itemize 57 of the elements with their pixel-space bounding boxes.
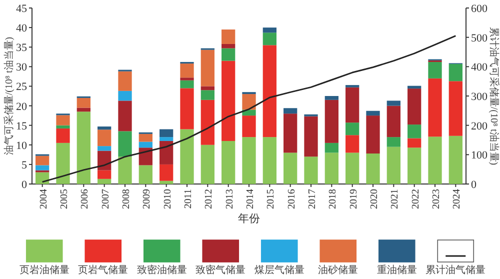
legend-label: 致密气储量 bbox=[196, 264, 246, 276]
y-tick-label: 5 bbox=[22, 159, 28, 172]
x-tick-label: 2024 bbox=[452, 189, 463, 209]
x-tick-label: 2009 bbox=[142, 189, 153, 209]
x-tick-label: 2007 bbox=[100, 189, 112, 209]
y2-tick-label: 100 bbox=[471, 150, 488, 162]
x-tick-label: 2011 bbox=[183, 189, 194, 209]
y-axis-title: 油气可采储量/(10⁸ t油当量) bbox=[3, 36, 15, 156]
x-tick-label: 2020 bbox=[369, 189, 380, 209]
y-tick-label: 15 bbox=[16, 120, 28, 132]
legend-label: 煤层气储量 bbox=[254, 264, 304, 276]
x-tick-label: 2008 bbox=[121, 189, 132, 209]
legend-item: 致密气储量 bbox=[196, 240, 246, 276]
y-tick-label: 20 bbox=[16, 100, 28, 113]
x-tick-label: 2006 bbox=[80, 189, 91, 209]
y-tick-label: 30 bbox=[16, 62, 28, 74]
y-tick-label: 45 bbox=[16, 3, 28, 15]
x-tick-label: 2014 bbox=[245, 189, 256, 209]
y-tick-label: 35 bbox=[16, 42, 28, 54]
x-tick-label: 2023 bbox=[431, 189, 442, 209]
y2-tick-label: 300 bbox=[471, 91, 488, 103]
y2-axis-title: 累计油气可采储量/(10⁸ t油当量) bbox=[488, 26, 500, 166]
x-tick-label: 2016 bbox=[286, 189, 298, 209]
x-tick-label: 2012 bbox=[204, 189, 215, 209]
y2-tick-label: 200 bbox=[471, 120, 488, 132]
legend-label: 页岩气储量 bbox=[78, 264, 128, 276]
x-tick-label: 2022 bbox=[410, 189, 422, 209]
x-tick-label: 2010 bbox=[162, 189, 174, 209]
y2-tick-label: 0 bbox=[471, 179, 477, 191]
legend-item: 重油储量 bbox=[376, 240, 417, 276]
y-tick-label: 25 bbox=[16, 81, 28, 94]
legend-item: 致密油储量 bbox=[136, 240, 187, 276]
x-tick-label: 2005 bbox=[59, 189, 70, 209]
legend-label: 页岩油储量 bbox=[19, 264, 70, 276]
legend-item: 煤层气储量 bbox=[254, 240, 304, 276]
y-tick-label: 0 bbox=[22, 179, 28, 191]
y-tick-label: 40 bbox=[16, 22, 28, 35]
y2-tick-label: 400 bbox=[471, 62, 488, 74]
x-tick-label: 2013 bbox=[224, 189, 236, 209]
legend-item: 累计油气储量 bbox=[426, 240, 486, 276]
y2-tick-label: 600 bbox=[471, 3, 488, 15]
legend-item: 页岩油储量 bbox=[19, 240, 70, 276]
legend-label: 重油储量 bbox=[376, 264, 417, 276]
x-tick-label: 2018 bbox=[328, 189, 339, 209]
legend-label: 油砂储量 bbox=[318, 264, 358, 276]
y-tick-label: 10 bbox=[16, 140, 28, 152]
legend-label: 致密油储量 bbox=[136, 264, 187, 276]
x-axis-title: 年份 bbox=[238, 213, 260, 225]
x-tick-label: 2004 bbox=[38, 189, 50, 209]
x-tick-label: 2015 bbox=[266, 189, 277, 209]
x-tick-label: 2019 bbox=[348, 189, 360, 209]
x-tick-label: 2021 bbox=[390, 189, 401, 209]
legend-label: 累计油气储量 bbox=[426, 264, 486, 276]
x-tick-label: 2017 bbox=[307, 189, 318, 209]
legend-item: 页岩气储量 bbox=[78, 240, 128, 276]
y2-tick-label: 500 bbox=[471, 32, 488, 44]
legend-item: 油砂储量 bbox=[318, 240, 358, 276]
